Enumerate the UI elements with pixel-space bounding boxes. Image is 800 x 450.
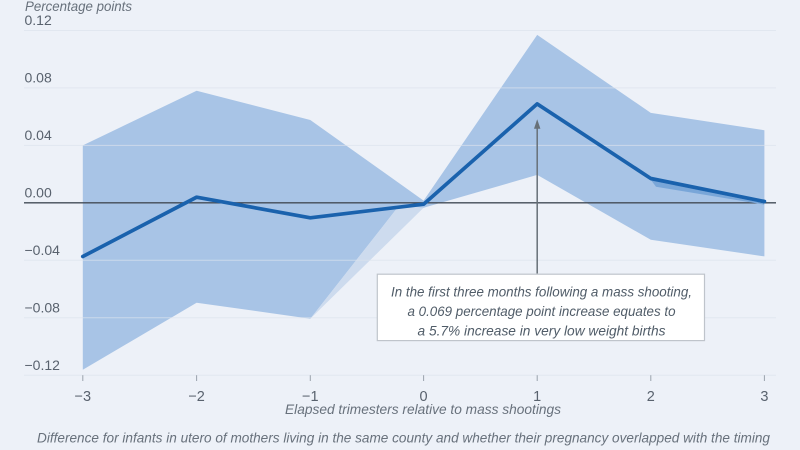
svg-text:In the first three months foll: In the first three months following a ma…	[391, 283, 692, 299]
svg-text:0.00: 0.00	[25, 185, 52, 201]
svg-text:Percentage points: Percentage points	[25, 0, 132, 14]
svg-text:2: 2	[647, 389, 655, 405]
svg-text:−0.04: −0.04	[25, 242, 61, 258]
svg-text:Difference for infants in uter: Difference for infants in utero of mothe…	[37, 430, 770, 446]
svg-text:0: 0	[420, 389, 428, 405]
svg-text:−1: −1	[302, 389, 319, 405]
svg-text:−2: −2	[188, 389, 205, 405]
svg-text:Elapsed trimesters relative to: Elapsed trimesters relative to mass shoo…	[285, 401, 561, 417]
svg-text:−0.12: −0.12	[25, 357, 61, 373]
svg-text:1: 1	[533, 389, 541, 405]
svg-text:0.08: 0.08	[25, 70, 52, 86]
svg-text:0.04: 0.04	[25, 127, 52, 143]
svg-text:0.12: 0.12	[25, 12, 52, 28]
svg-text:a 5.7% increase in very low we: a 5.7% increase in very low weight birth…	[418, 322, 666, 338]
svg-text:a 0.069 percentage point incre: a 0.069 percentage point increase equate…	[408, 303, 676, 319]
svg-text:−3: −3	[75, 389, 92, 405]
svg-text:−0.08: −0.08	[25, 299, 61, 315]
svg-text:3: 3	[760, 389, 768, 405]
